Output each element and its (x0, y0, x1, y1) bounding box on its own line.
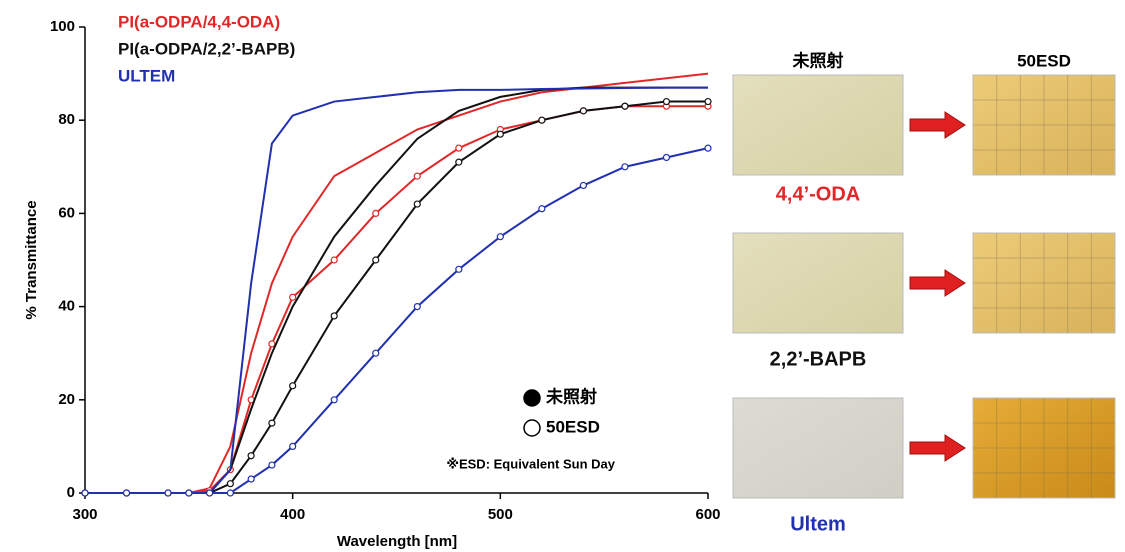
series-marker (290, 294, 296, 300)
series-line (85, 88, 708, 493)
series-marker (269, 462, 275, 468)
series-marker (663, 99, 669, 105)
series-marker (456, 145, 462, 151)
series-marker (580, 108, 586, 114)
series-marker (373, 257, 379, 263)
series-marker (705, 99, 711, 105)
series-marker (622, 103, 628, 109)
y-tick-label: 100 (50, 18, 75, 35)
series-marker (705, 145, 711, 151)
series-marker (497, 131, 503, 137)
annotation: ※ESD: Equivalent Sun Day (446, 456, 615, 471)
series-marker (82, 490, 88, 496)
series-line (85, 74, 708, 493)
sample-photo (733, 233, 903, 333)
series-marker (248, 476, 254, 482)
legend-label: 50ESD (546, 417, 600, 436)
figure: % Transmittance Wavelength [nm] ※ESD: Eq… (0, 0, 1125, 552)
x-tick-label: 400 (280, 506, 305, 523)
sample-photo (733, 75, 903, 175)
series-marker (373, 350, 379, 356)
series-marker (290, 383, 296, 389)
series-marker (227, 481, 233, 487)
x-axis-label: Wavelength [nm] (337, 533, 457, 550)
series-line (85, 102, 708, 493)
series-marker (622, 164, 628, 170)
column-header: 50ESD (1017, 51, 1071, 70)
series-marker (331, 397, 337, 403)
y-tick-label: 20 (58, 391, 75, 408)
arrow (910, 435, 965, 461)
series-marker (414, 173, 420, 179)
series-marker (331, 313, 337, 319)
legend-entry: PI(a-ODPA/2,2’-BAPB) (118, 39, 295, 58)
series-line (85, 106, 708, 493)
series-marker (331, 257, 337, 263)
series-marker (124, 490, 130, 496)
series-line (85, 88, 708, 493)
series-marker (248, 453, 254, 459)
y-tick-label: 0 (67, 484, 75, 501)
x-tick-label: 300 (72, 506, 97, 523)
series-marker (269, 341, 275, 347)
row-label: 2,2’-BAPB (770, 348, 867, 370)
series-marker (580, 182, 586, 188)
legend-label: 未照射 (545, 386, 597, 406)
x-tick-label: 500 (488, 506, 513, 523)
series-marker (373, 210, 379, 216)
arrow (910, 270, 965, 296)
arrow (910, 112, 965, 138)
legend-entry: ULTEM (118, 66, 175, 85)
series-marker (207, 490, 213, 496)
series-marker (539, 206, 545, 212)
series-marker (539, 117, 545, 123)
legend-marker (524, 390, 540, 406)
series-marker (456, 266, 462, 272)
series-marker (497, 234, 503, 240)
y-tick-label: 40 (58, 298, 75, 315)
legend-marker (524, 420, 540, 436)
series-marker (165, 490, 171, 496)
series-marker (456, 159, 462, 165)
page: {"chart_data": {"type": "line", "x_label… (0, 0, 1125, 552)
series-marker (227, 490, 233, 496)
row-label: Ultem (790, 513, 846, 535)
series-marker (414, 201, 420, 207)
series-line (85, 148, 708, 493)
series-marker (290, 443, 296, 449)
x-tick-label: 600 (695, 506, 720, 523)
row-label: 4,4’-ODA (776, 183, 860, 205)
y-tick-label: 60 (58, 204, 75, 221)
series-marker (186, 490, 192, 496)
sample-photo (733, 398, 903, 498)
legend-entry: PI(a-ODPA/4,4-ODA) (118, 12, 280, 31)
y-axis-label: % Transmittance (23, 200, 40, 319)
y-tick-label: 80 (58, 111, 75, 128)
column-header: 未照射 (792, 50, 844, 70)
series-marker (414, 304, 420, 310)
series-marker (663, 154, 669, 160)
series-marker (269, 420, 275, 426)
